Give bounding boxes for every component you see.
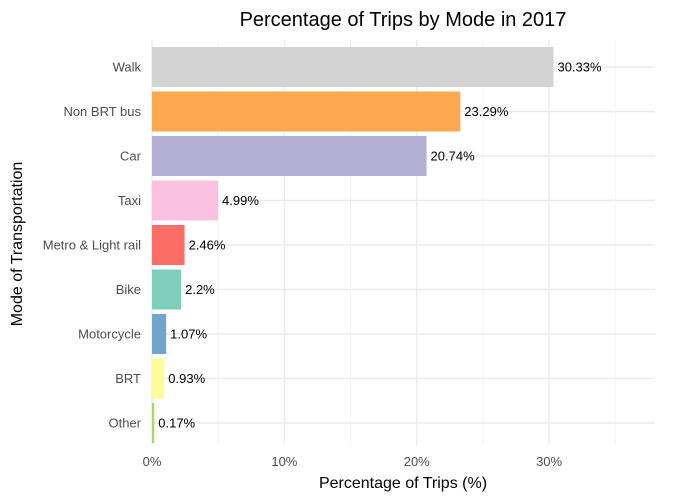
bar-non-brt-bus bbox=[152, 91, 461, 132]
data-label: 30.33% bbox=[557, 60, 602, 75]
x-axis-tick-labels: 0% 10% 20% 30% bbox=[143, 454, 563, 469]
bars bbox=[152, 47, 554, 443]
y-tick-label: BRT bbox=[115, 371, 141, 386]
data-labels: 30.33% 23.29% 20.74% 4.99% 2.46% 2.2% 1.07% 0.9… bbox=[158, 60, 602, 431]
data-label: 23.29% bbox=[464, 104, 509, 119]
data-label: 0.93% bbox=[168, 371, 205, 386]
y-tick-label: Other bbox=[108, 416, 141, 431]
bar-bike bbox=[152, 269, 182, 310]
data-label: 2.46% bbox=[189, 238, 226, 253]
y-axis-title: Mode of Transportation bbox=[9, 162, 26, 327]
y-axis-tick-labels: Walk Non BRT bus Car Taxi Metro & Light rail… bbox=[43, 60, 142, 431]
data-label: 1.07% bbox=[170, 327, 207, 342]
x-tick-label: 0% bbox=[143, 454, 162, 469]
x-tick-label: 10% bbox=[271, 454, 297, 469]
data-label: 2.2% bbox=[185, 282, 215, 297]
bar-other bbox=[152, 403, 155, 443]
y-tick-label: Motorcycle bbox=[78, 327, 141, 342]
data-label: 20.74% bbox=[431, 149, 476, 164]
bar-motorcycle bbox=[152, 314, 167, 354]
y-tick-label: Walk bbox=[113, 60, 142, 75]
x-tick-label: 20% bbox=[404, 454, 430, 469]
data-label: 0.17% bbox=[158, 416, 195, 431]
y-tick-label: Metro & Light rail bbox=[43, 238, 141, 253]
bar-car bbox=[152, 136, 427, 176]
bar-taxi bbox=[152, 180, 219, 221]
y-tick-label: Car bbox=[120, 149, 142, 164]
bar-walk bbox=[152, 47, 554, 87]
y-tick-label: Non BRT bus bbox=[63, 104, 141, 119]
x-axis-title: Percentage of Trips (%) bbox=[319, 475, 487, 492]
bar-brt bbox=[152, 358, 165, 399]
bar-metro-light-rail bbox=[152, 225, 185, 265]
y-tick-label: Bike bbox=[116, 282, 141, 297]
data-label: 4.99% bbox=[222, 193, 259, 208]
chart-title: Percentage of Trips by Mode in 2017 bbox=[240, 9, 567, 31]
x-tick-label: 30% bbox=[536, 454, 562, 469]
y-tick-label: Taxi bbox=[118, 193, 141, 208]
